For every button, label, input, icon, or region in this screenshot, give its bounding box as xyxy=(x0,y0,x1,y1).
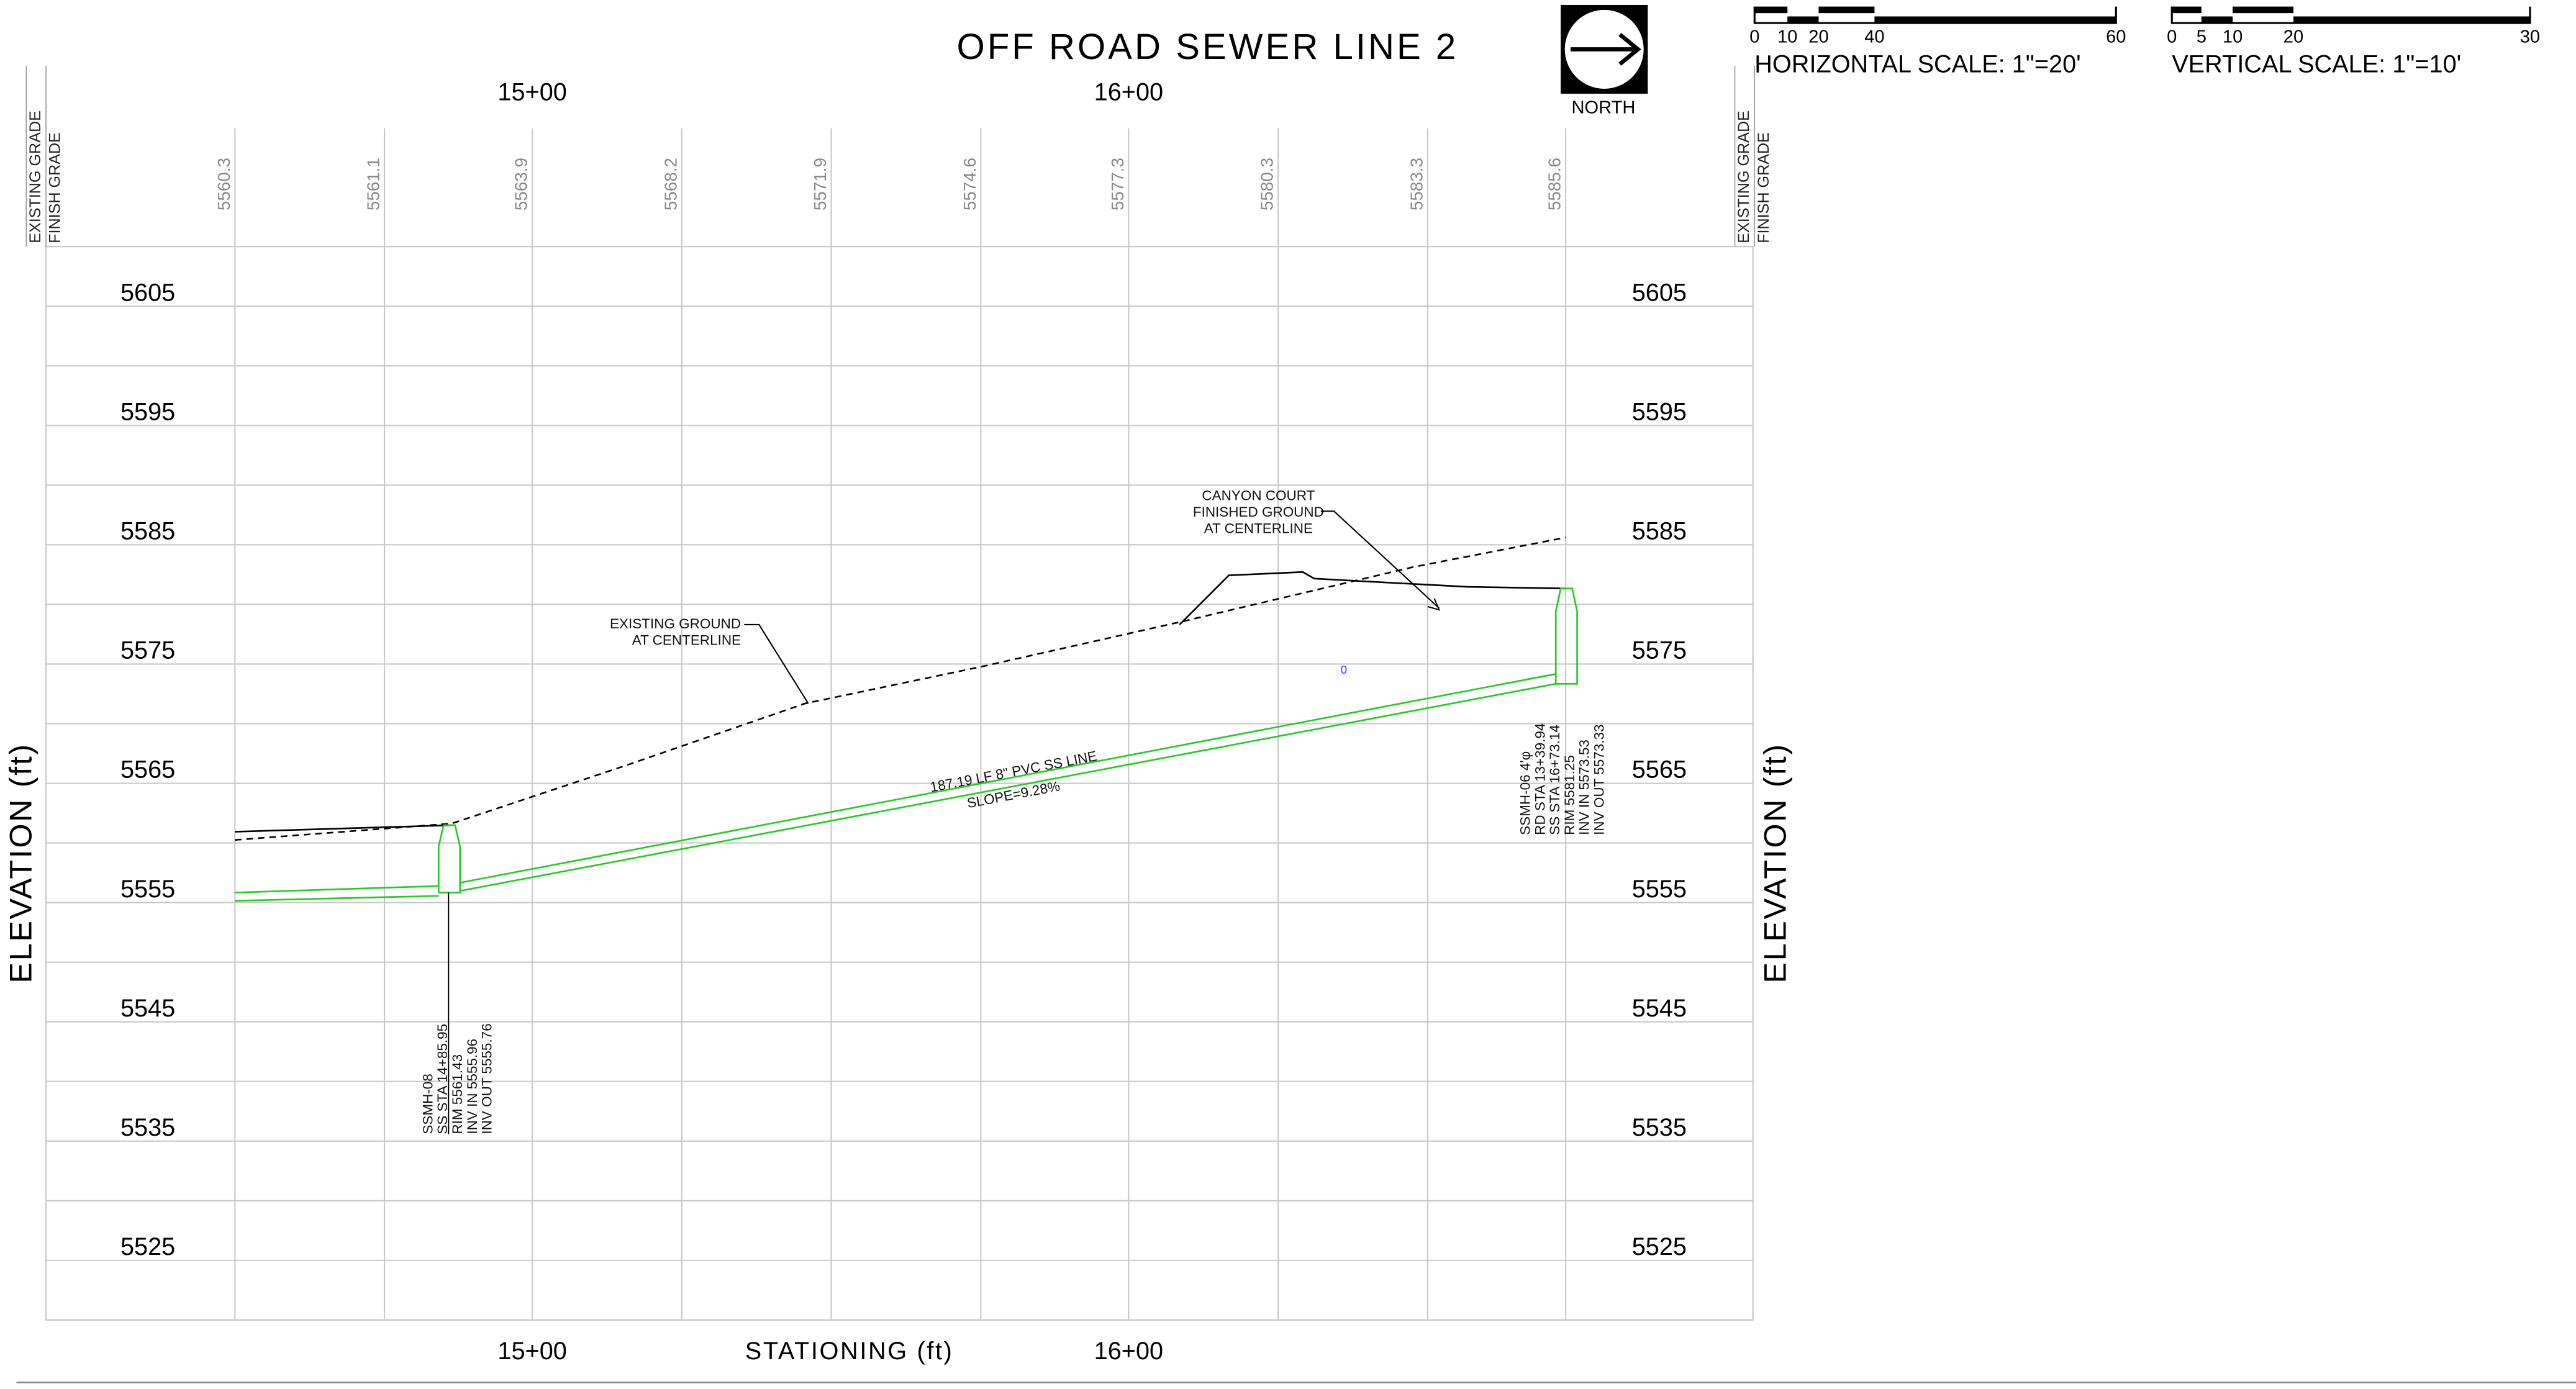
manhole-note: INV IN 5555.96 xyxy=(465,1039,480,1134)
elevation-label: 5575 xyxy=(1632,637,1687,664)
leader xyxy=(744,623,809,704)
elevation-label: 5525 xyxy=(1632,1233,1687,1260)
manhole-note: SS STA 14+85.95 xyxy=(435,1024,450,1134)
finished-ground xyxy=(1179,571,1566,625)
vertical-scale-tick: 0 xyxy=(2167,27,2177,47)
ground-note: EXISTING GROUND xyxy=(610,616,741,631)
horizontal-scale-tick: 60 xyxy=(2106,27,2126,47)
elevation-label: 5585 xyxy=(120,518,175,545)
manhole-note: RD STA 13+39.94 xyxy=(1532,723,1548,835)
grade-value: 5583.3 xyxy=(1407,158,1426,210)
vertical-scale-seg xyxy=(2293,16,2530,24)
grade-value: 5560.3 xyxy=(214,158,234,210)
grade-value: 5585.6 xyxy=(1545,158,1564,210)
station-label: 15+00 xyxy=(497,78,566,106)
grade-value: 5563.9 xyxy=(512,158,531,210)
elevation-label: 5605 xyxy=(120,279,175,306)
horizontal-scale-tick: 40 xyxy=(1864,27,1884,47)
manhole-note: RIM 5581.25 xyxy=(1562,755,1577,835)
marker: 0 xyxy=(1341,663,1347,676)
horizontal-scale-tick: 20 xyxy=(1808,27,1828,47)
horizontal-scale-seg xyxy=(1754,6,1788,14)
leader xyxy=(1320,510,1440,609)
elevation-label: 5575 xyxy=(120,637,175,664)
manhole-note: INV OUT 5555.76 xyxy=(479,1023,495,1134)
station-label: 16+00 xyxy=(1094,78,1163,106)
title: OFF ROAD SEWER LINE 2 xyxy=(957,27,1459,67)
station-label: 15+00 xyxy=(497,1337,566,1365)
station-label: 16+00 xyxy=(1094,1337,1163,1365)
horizontal-scale-tick: 0 xyxy=(1749,27,1759,47)
pipe xyxy=(460,673,1556,884)
grade-value: 5577.3 xyxy=(1108,158,1127,210)
vertical-scale-label: VERTICAL SCALE: 1"=10' xyxy=(2172,50,2461,78)
elevation-label: 5595 xyxy=(120,398,175,425)
finished-ground xyxy=(235,824,452,833)
manhole-note: RIM 5561.43 xyxy=(450,1054,465,1134)
vertical-scale-tick: 10 xyxy=(2223,27,2243,47)
ground-note: FINISHED GROUND xyxy=(1193,504,1324,520)
horizontal-scale-tick: 10 xyxy=(1777,27,1797,47)
elevation-label: 5535 xyxy=(1632,1114,1687,1141)
elevation-label: 5555 xyxy=(120,875,175,903)
manhole xyxy=(438,824,461,894)
existing-ground xyxy=(235,536,1566,841)
pipe xyxy=(235,895,439,902)
elevation-label: 5595 xyxy=(1632,398,1687,425)
manhole-note: INV IN 5573.53 xyxy=(1577,740,1592,835)
grade-header: EXISTING GRADE xyxy=(27,111,44,243)
pipe xyxy=(235,885,439,894)
horizontal-scale-label: HORIZONTAL SCALE: 1"=20' xyxy=(1754,50,2080,78)
elevation-label: 5545 xyxy=(1632,995,1687,1022)
grade-header: FINISH GRADE xyxy=(47,132,64,243)
manhole-note: INV OUT 5573.33 xyxy=(1592,724,1607,835)
ground-note: AT CENTERLINE xyxy=(632,632,741,648)
grade-value: 5574.6 xyxy=(960,158,979,210)
grade-header: FINISH GRADE xyxy=(1755,132,1772,243)
elevation-label: 5535 xyxy=(120,1114,175,1141)
horizontal-scale-seg xyxy=(1818,6,1875,14)
elevation-label: 5585 xyxy=(1632,518,1687,545)
north-label: NORTH xyxy=(1571,97,1635,117)
vertical-scale-seg xyxy=(2233,6,2293,14)
elevation-label: 5565 xyxy=(1632,756,1687,784)
x-axis-label: STATIONING (ft) xyxy=(745,1337,954,1365)
y-axis-label: ELEVATION (ft) xyxy=(1757,743,1793,983)
ground-note: CANYON COURT xyxy=(1202,487,1315,503)
grade-header: EXISTING GRADE xyxy=(1735,111,1753,243)
elevation-label: 5545 xyxy=(120,995,175,1022)
manhole-note: SSMH-06 4'φ xyxy=(1518,751,1533,835)
grade-value: 5571.9 xyxy=(810,158,830,210)
ground-note: AT CENTERLINE xyxy=(1204,520,1313,536)
horizontal-scale-seg xyxy=(1874,16,2116,24)
leader-arrow xyxy=(1427,598,1441,611)
y-axis-label: ELEVATION (ft) xyxy=(2,743,38,983)
vertical-scale-seg xyxy=(2201,16,2233,24)
vertical-scale-tick: 5 xyxy=(2197,27,2206,47)
north-arrow xyxy=(1571,33,1641,66)
vertical-scale-tick: 30 xyxy=(2520,27,2540,47)
grade-value: 5561.1 xyxy=(364,158,383,210)
pipe xyxy=(460,682,1556,892)
elevation-label: 5605 xyxy=(1632,279,1687,306)
grade-value: 5568.2 xyxy=(661,158,680,210)
elevation-label: 5555 xyxy=(1632,875,1687,903)
grade-value: 5580.3 xyxy=(1258,158,1277,210)
elevation-label: 5565 xyxy=(120,756,175,784)
horizontal-scale-seg xyxy=(1787,16,1819,24)
manhole-note: SS STA 16+73.14 xyxy=(1547,725,1562,835)
elevation-label: 5525 xyxy=(120,1233,175,1260)
vertical-scale-seg xyxy=(2172,6,2202,14)
manhole xyxy=(1554,587,1578,685)
vertical-scale-tick: 20 xyxy=(2283,27,2303,47)
manhole-note: SSMH-08 xyxy=(420,1074,435,1134)
